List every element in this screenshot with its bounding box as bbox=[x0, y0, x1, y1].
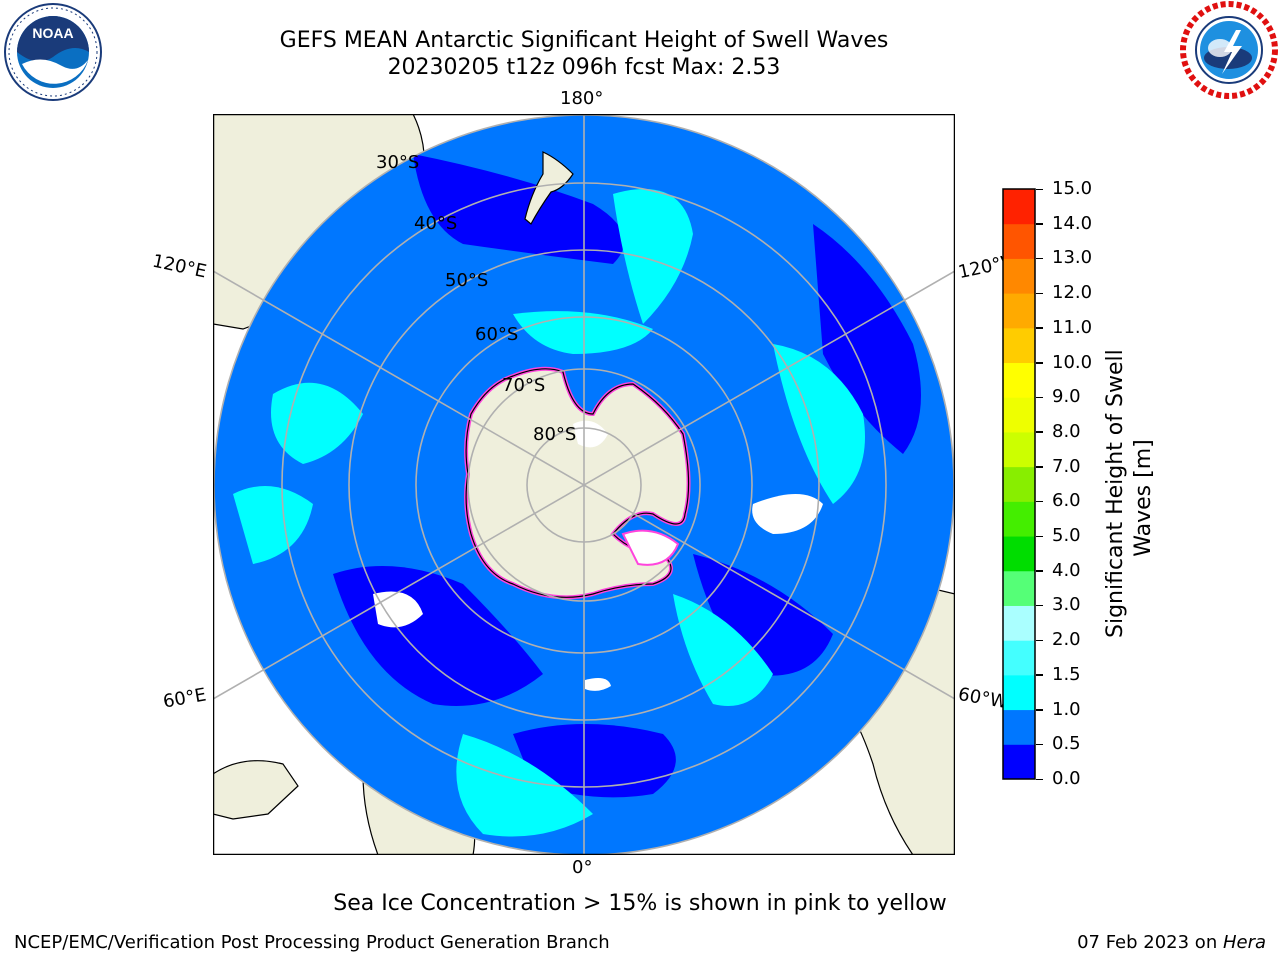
colorbar-tick-mark bbox=[1036, 500, 1043, 503]
colorbar-tick-mark bbox=[1036, 570, 1043, 572]
colorbar-tick-label: 4.0 bbox=[1052, 559, 1081, 581]
map-frame bbox=[213, 114, 955, 855]
ice-shelf bbox=[621, 529, 680, 566]
colorbar-segment bbox=[1003, 501, 1035, 537]
lat-label-50s: 50°S bbox=[445, 270, 489, 291]
colorbar-segment bbox=[1003, 223, 1035, 259]
lat-label-30s: 30°S bbox=[376, 152, 420, 173]
chart-title: GEFS MEAN Antarctic Significant Height o… bbox=[279, 28, 889, 53]
colorbar-tick-label: 3.0 bbox=[1052, 594, 1081, 616]
colorbar-segment bbox=[1003, 709, 1035, 745]
colorbar-tick-mark bbox=[1036, 292, 1043, 295]
colorbar-segment bbox=[1003, 674, 1035, 711]
colorbar-label-line2: Waves [m] bbox=[1131, 439, 1156, 557]
colorbar-tick-label: 11.0 bbox=[1052, 316, 1093, 338]
colorbar-tick-label: 12.0 bbox=[1052, 282, 1093, 304]
colorbar-tick-mark bbox=[1036, 396, 1043, 399]
colorbar-label: Significant Height of Swell Waves [m] bbox=[1102, 349, 1158, 638]
colorbar-segment bbox=[1003, 293, 1035, 329]
colorbar-tick-mark bbox=[1036, 778, 1043, 780]
no-data-patch bbox=[585, 678, 611, 691]
swell-high-region bbox=[456, 734, 593, 837]
lat-label-70s: 70°S bbox=[502, 375, 546, 396]
swell-low-region bbox=[813, 224, 921, 454]
colorbar-segment bbox=[1003, 640, 1035, 676]
colorbar-tick-label: 14.0 bbox=[1052, 212, 1093, 234]
lat-label-40s: 40°S bbox=[414, 213, 458, 234]
colorbar-tick-label: 10.0 bbox=[1052, 351, 1093, 373]
noaa-logo-icon: NOAA bbox=[4, 3, 102, 101]
lon-label-180: 180° bbox=[560, 88, 604, 109]
colorbar-tick-mark bbox=[1036, 327, 1043, 329]
colorbar-tick-label: 8.0 bbox=[1052, 420, 1081, 442]
colorbar-tick-mark bbox=[1036, 362, 1043, 364]
swell-high-region bbox=[233, 486, 313, 564]
colorbar-segment bbox=[1003, 536, 1035, 572]
colorbar-tick-label: 0.5 bbox=[1052, 733, 1081, 755]
lon-label-120e: 120°E bbox=[150, 250, 209, 283]
lon-label-60e: 60°E bbox=[161, 684, 208, 713]
colorbar-segment bbox=[1003, 327, 1035, 364]
nws-logo-icon bbox=[1180, 1, 1278, 99]
colorbar-tick-mark bbox=[1036, 535, 1043, 538]
no-data-patch bbox=[373, 591, 423, 628]
colorbar-segment bbox=[1003, 605, 1035, 641]
colorbar-tick-mark bbox=[1036, 674, 1043, 676]
colorbar-tick-mark bbox=[1036, 188, 1043, 190]
colorbar-tick-label: 5.0 bbox=[1052, 525, 1081, 547]
date-text: 07 Feb 2023 on Hera bbox=[1077, 932, 1266, 953]
new-zealand-landmass bbox=[524, 151, 574, 225]
colorbar-segment bbox=[1003, 362, 1035, 398]
colorbar-segment bbox=[1003, 189, 1035, 225]
swell-high-region bbox=[613, 189, 693, 324]
colorbar-segment bbox=[1003, 397, 1035, 433]
colorbar-tick-mark bbox=[1036, 466, 1043, 468]
machine-name: Hera bbox=[1222, 932, 1266, 953]
colorbar-tick-mark bbox=[1036, 709, 1043, 711]
colorbar-tick-label: 6.0 bbox=[1052, 490, 1081, 512]
africa-landmass bbox=[214, 760, 299, 820]
colorbar-tick-label: 0.0 bbox=[1052, 768, 1081, 789]
colorbar-tick-label: 1.5 bbox=[1052, 663, 1081, 685]
colorbar-segment bbox=[1003, 570, 1035, 606]
colorbar-tick-label: 1.0 bbox=[1052, 698, 1081, 720]
swell-high-region bbox=[513, 311, 653, 354]
colorbar bbox=[1002, 188, 1036, 780]
swell-low-region bbox=[513, 724, 676, 798]
colorbar-tick-label: 15.0 bbox=[1052, 178, 1093, 199]
lat-label-80s: 80°S bbox=[533, 424, 577, 445]
colorbar-label-line1: Significant Height of Swell bbox=[1103, 349, 1128, 638]
credit-text: NCEP/EMC/Verification Post Processing Pr… bbox=[14, 932, 610, 953]
colorbar-tick-label: 13.0 bbox=[1052, 247, 1093, 269]
colorbar-tick-mark bbox=[1036, 223, 1043, 225]
colorbar-segment bbox=[1003, 258, 1035, 294]
swell-low-region bbox=[413, 154, 625, 264]
lat-label-60s: 60°S bbox=[475, 324, 519, 345]
date-value: 07 Feb 2023 on bbox=[1077, 932, 1223, 953]
colorbar-tick-label: 7.0 bbox=[1052, 455, 1081, 477]
colorbar-tick-mark bbox=[1036, 639, 1043, 642]
colorbar-segment bbox=[1003, 431, 1035, 468]
colorbar-tick-mark bbox=[1036, 257, 1043, 260]
lon-label-0: 0° bbox=[572, 857, 593, 878]
colorbar-tick-label: 2.0 bbox=[1052, 629, 1081, 651]
svg-text:NOAA: NOAA bbox=[32, 25, 73, 41]
colorbar-tick-mark bbox=[1036, 431, 1043, 433]
colorbar-tick-mark bbox=[1036, 743, 1043, 746]
colorbar-segment bbox=[1003, 466, 1035, 502]
no-data-patch bbox=[752, 494, 823, 534]
colorbar-tick-label: 9.0 bbox=[1052, 386, 1081, 408]
swell-low-region bbox=[693, 554, 833, 676]
colorbar-segment bbox=[1003, 744, 1035, 780]
swell-high-region bbox=[673, 594, 773, 706]
colorbar-tick-mark bbox=[1036, 604, 1043, 607]
chart-subtitle: 20230205 t12z 096h fcst Max: 2.53 bbox=[387, 55, 781, 80]
sea-ice-note: Sea Ice Concentration > 15% is shown in … bbox=[333, 891, 947, 916]
